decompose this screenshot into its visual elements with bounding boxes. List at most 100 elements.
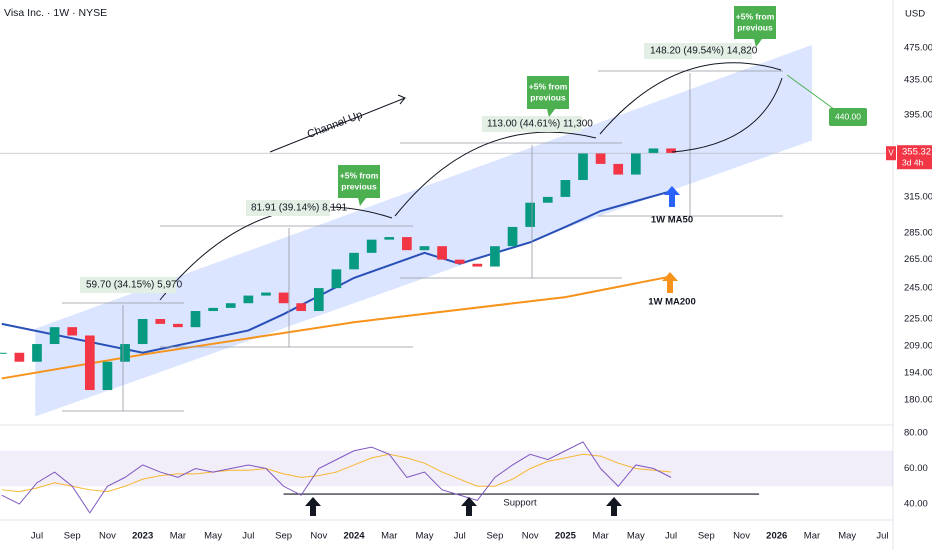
candle (648, 148, 659, 154)
candle (613, 163, 624, 175)
rsi-band (0, 450, 893, 487)
candle (155, 319, 166, 324)
x-tick-label: Nov (310, 531, 327, 542)
candle (331, 269, 342, 289)
ma50-line (1, 190, 672, 354)
x-tick-label: Mar (381, 531, 397, 542)
candle (14, 352, 25, 362)
candle (525, 202, 536, 227)
candle (0, 352, 7, 354)
x-tick-label: 2025 (555, 531, 577, 542)
candle (278, 292, 289, 304)
candle (437, 246, 447, 260)
candle (349, 252, 359, 270)
candle (454, 259, 465, 264)
rsi-tick-label: 40.00 (904, 499, 928, 510)
x-tick-label: 2023 (132, 531, 153, 542)
x-tick-label: Jul (242, 531, 254, 542)
candle (542, 196, 553, 203)
candle (137, 319, 148, 345)
callout-text: +5% from (736, 11, 775, 21)
candle (49, 327, 60, 345)
price-label: 355.32 (902, 147, 931, 158)
candle (190, 311, 201, 328)
x-tick-label: Mar (592, 531, 608, 542)
callouts: +5% from previous +5% from previous +5% … (338, 6, 867, 206)
y-tick-label: 475.00 (904, 42, 932, 53)
x-tick-label: May (416, 531, 434, 542)
x-tick-label: 2026 (766, 531, 787, 542)
channel (35, 44, 812, 417)
support-arrows (305, 497, 622, 516)
price-tag (897, 145, 932, 170)
x-tick-label: May (627, 531, 645, 542)
measure-guides (62, 70, 783, 412)
plot (0, 44, 893, 514)
ticker-tag (886, 146, 896, 161)
y-tick-label: 315.00 (904, 191, 932, 202)
candle (490, 246, 500, 267)
candle (666, 148, 676, 154)
y-tick-label: 285.00 (904, 228, 932, 239)
rsi-tick-label: 60.00 (904, 463, 928, 474)
candle (173, 323, 183, 328)
x-tick-label: Sep (64, 531, 81, 542)
callout-text: +5% from (340, 170, 379, 180)
callout-text: previous (530, 92, 566, 102)
chart-title: Visa Inc. · 1W · NYSE (4, 7, 107, 19)
x-tick-label: Jul (665, 531, 677, 542)
y-tick-label: 225.00 (904, 314, 932, 325)
y-tick-label: 209.00 (904, 340, 932, 351)
candle (419, 246, 430, 251)
candle (243, 295, 254, 304)
y-tick-label: 265.00 (904, 254, 932, 265)
currency: USD (905, 9, 925, 20)
callout-text: previous (737, 22, 773, 32)
measure-label: 113.00 (44.61%) 11,300 (487, 119, 593, 130)
candle (472, 263, 483, 267)
x-tick-label: May (838, 531, 856, 542)
y-tick-label: 194.00 (904, 367, 932, 378)
x-tick-label: Mar (170, 531, 186, 542)
x-tick-label: 2024 (343, 531, 365, 542)
rsi-tick-label: 80.00 (904, 428, 928, 439)
x-tick-label: Mar (804, 531, 820, 542)
support-label: Support (503, 498, 537, 509)
x-tick-label: Jul (31, 531, 43, 542)
candle (631, 153, 641, 175)
rsi-line (1, 441, 672, 514)
ma50-arrow (664, 186, 680, 207)
candle (120, 344, 130, 362)
x-tick-label: Nov (99, 531, 116, 542)
y-tick-label: 435.00 (904, 74, 932, 85)
measure-label: 59.70 (34.15%) 5,970 (86, 280, 183, 291)
ma200-label: 1W MA200 (648, 297, 696, 308)
candle (578, 153, 588, 181)
ma200-line (1, 275, 672, 380)
rsi-ma-line (1, 453, 672, 493)
x-tick-label: Jul (876, 531, 888, 542)
x-tick-label: Jul (454, 531, 466, 542)
y-tick-label: 395.00 (904, 109, 932, 120)
callout-text: previous (341, 181, 377, 191)
measure-label: 81.91 (39.14%) 8,191 (251, 203, 348, 214)
x-tick-label: Nov (522, 531, 539, 542)
y-tick-label: 245.00 (904, 283, 932, 294)
candle (102, 361, 113, 391)
candle (366, 239, 377, 253)
x-tick-label: Nov (733, 531, 750, 542)
countdown: 3d 4h (902, 157, 924, 167)
candle (32, 344, 42, 362)
measure-label: 148.20 (49.54%) 14,820 (650, 46, 758, 57)
candle (384, 237, 395, 240)
x-tick-label: Sep (698, 531, 715, 542)
candle (225, 303, 236, 308)
candle (84, 335, 95, 391)
candle (261, 292, 271, 296)
candle (208, 307, 218, 312)
ma50-label: 1W MA50 (651, 215, 693, 226)
y-tick-label: 180.00 (904, 394, 932, 405)
x-tick-label: Sep (275, 531, 292, 542)
projection-arcs (159, 62, 783, 301)
